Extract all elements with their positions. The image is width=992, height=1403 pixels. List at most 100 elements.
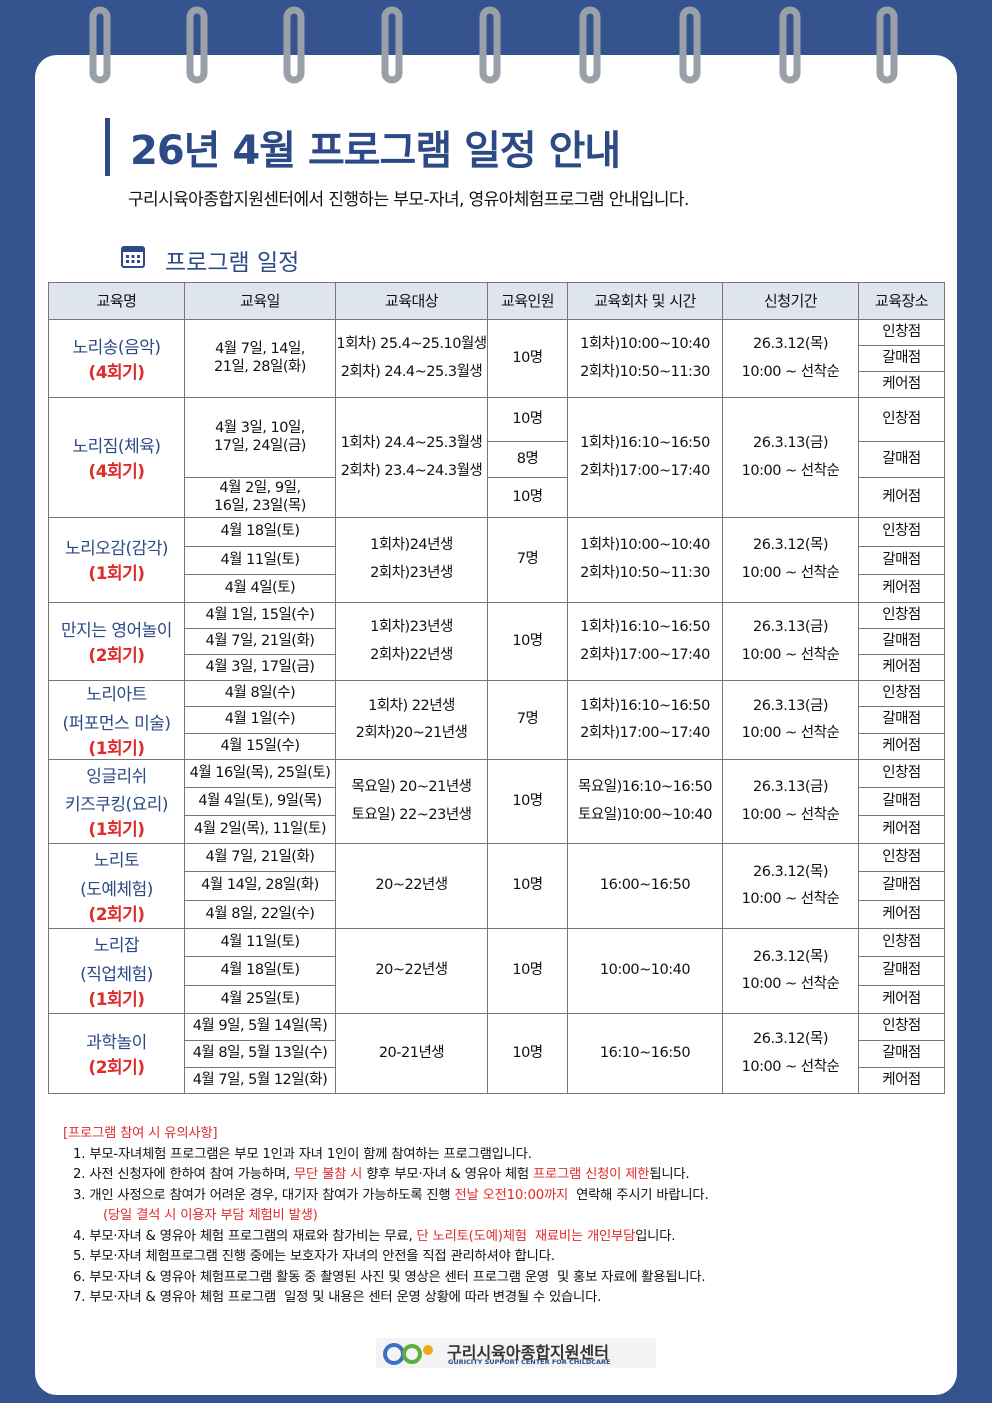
time: 2회차)17:00~17:40 bbox=[580, 725, 710, 742]
note-text: 연락해 주시기 바랍니다. bbox=[568, 1187, 709, 1203]
name-line: 키즈쿠킹(요리) bbox=[64, 795, 169, 816]
period: 26.3.13(금) bbox=[753, 779, 829, 796]
period: 26.3.12(목) 10:00 ~ 선착순 bbox=[722, 1013, 859, 1095]
period: 26.3.12(목) 10:00 ~ 선착순 bbox=[722, 843, 859, 930]
place: 갈매점 bbox=[858, 706, 945, 735]
target: 목요일) 20~21년생 bbox=[351, 779, 472, 796]
notes: [프로그램 참여 시 유의사항] 1. 부모-자녀체험 프로그램은 부모 1인과 … bbox=[63, 1124, 709, 1309]
place: 케어점 bbox=[858, 1067, 945, 1095]
title: 26년 4월 프로그램 일정 안내 bbox=[130, 128, 621, 174]
period: 10:00 ~ 선착순 bbox=[741, 1058, 840, 1075]
note-text: 됩니다. bbox=[649, 1167, 690, 1182]
count: 10명 bbox=[487, 602, 568, 681]
date: 4월 14일, 28일(화) bbox=[184, 871, 336, 902]
place: 인창점 bbox=[858, 759, 945, 789]
date: 4월 15일(수) bbox=[184, 733, 336, 761]
time: 1회차)10:00~10:40 bbox=[580, 537, 710, 554]
time: 목요일)16:10~16:50 bbox=[578, 779, 712, 796]
period: 26.3.12(목) bbox=[753, 1031, 829, 1048]
rings bbox=[89, 6, 898, 84]
footer-english: GURICITY SUPPORT CENTER FOR CHILDCARE bbox=[448, 1358, 611, 1366]
program-name: 노리잡 (직업체험) (1회기) bbox=[48, 928, 185, 1015]
time: 2회차)17:00~17:40 bbox=[580, 646, 710, 663]
target: 20-21년생 bbox=[335, 1013, 488, 1095]
note-item: 7. 부모·자녀 & 영유아 체험 프로그램 일정 및 내용은 센터 운영 상황… bbox=[63, 1288, 709, 1309]
date: 4월 4일(토) bbox=[184, 574, 336, 603]
column-header: 교육일 bbox=[184, 282, 336, 320]
note-text: 입니다. bbox=[635, 1228, 676, 1244]
session: (4회기) bbox=[88, 362, 145, 383]
session: (4회기) bbox=[88, 461, 145, 482]
note-item: 4. 부모·자녀 & 영유아 체험 프로그램의 재료와 참가비는 무료, 단 노… bbox=[63, 1227, 709, 1248]
period: 26.3.13(금) bbox=[753, 697, 829, 714]
time: 1회차)16:10~16:50 bbox=[580, 434, 710, 451]
date: 4월 2일(목), 11일(토) bbox=[184, 815, 336, 845]
date: 4월 7일, 21일(화) bbox=[184, 843, 336, 873]
place: 갈매점 bbox=[858, 345, 945, 372]
logo-box bbox=[376, 1338, 656, 1368]
table-row: 4월 2일, 9일, 16일, 23일(목) 10명 케어점 bbox=[49, 477, 945, 518]
period: 26.3.13(금) 10:00 ~ 선착순 bbox=[722, 397, 859, 518]
place: 인창점 bbox=[858, 397, 945, 442]
place: 인창점 bbox=[858, 319, 945, 346]
period: 26.3.13(금) 10:00 ~ 선착순 bbox=[722, 679, 859, 761]
place: 갈매점 bbox=[858, 1040, 945, 1069]
note-text: 7. 부모·자녀 & 영유아 체험 프로그램 일정 및 내용은 센터 운영 상황… bbox=[73, 1290, 602, 1305]
table-row: 4월 8일, 22일(수) 케어점 bbox=[49, 900, 945, 930]
date: 4월 9일, 5월 14일(목) bbox=[184, 1013, 336, 1042]
name-line: 만지는 영어놀이 bbox=[61, 620, 172, 641]
count: 8명 bbox=[487, 441, 568, 478]
table-row: 노리송(음악) (4회기) 4월 7일, 14일, 21일, 28일(화) 1회차) … bbox=[48, 319, 945, 398]
time: 1회차)16:10~16:50 bbox=[580, 618, 710, 635]
table-row: 노리짐(체육) (4회기) 4월 3일, 10일, 17일, 24일(금) 1회차) … bbox=[48, 397, 945, 518]
date: 4월 4일(토), 9일(목) bbox=[184, 787, 336, 817]
session: (1회기) bbox=[88, 738, 145, 759]
place: 갈매점 bbox=[858, 787, 945, 817]
target: 1회차) 25.4~25.10월생 bbox=[336, 335, 487, 352]
note-text: 무단 불참 시 bbox=[293, 1167, 363, 1182]
time: 1회차)16:10~16:50 2회차)17:00~17:40 bbox=[567, 679, 723, 761]
note-text: 3. 개인 사정으로 참여가 어려운 경우, 대기자 참여가 가능하도록 진행 bbox=[73, 1187, 455, 1203]
column-header: 교육회차 및 시간 bbox=[567, 282, 723, 320]
program-name: 노리오감(감각) (1회기) bbox=[48, 517, 185, 603]
table-row: 노리오감(감각) (1회기) 4월 18일(토) 1회차)24년생 2회차)23년생 7명… bbox=[48, 517, 945, 603]
count: 10명 bbox=[487, 1013, 568, 1095]
column-header: 교육대상 bbox=[335, 282, 488, 320]
session: (2회기) bbox=[88, 1057, 145, 1078]
target: 1회차)24년생 2회차)23년생 bbox=[335, 517, 488, 603]
date: 4월 7일, 21일(화) bbox=[184, 628, 336, 655]
place: 갈매점 bbox=[858, 441, 945, 478]
period: 26.3.13(금) bbox=[753, 618, 829, 635]
date: 4월 7일, 14일, 21일, 28일(화) bbox=[184, 319, 336, 398]
place: 케어점 bbox=[858, 371, 945, 398]
date: 4월 8일(수) bbox=[184, 679, 336, 708]
place: 케어점 bbox=[858, 900, 945, 930]
count: 10명 bbox=[487, 928, 568, 1015]
section-heading: 프로그램 일정 bbox=[165, 250, 300, 276]
period: 26.3.12(목) 10:00 ~ 선착순 bbox=[722, 517, 859, 603]
footer-name: 구리시육아종합지원센터 bbox=[447, 1343, 609, 1362]
target: 목요일) 20~21년생 토요일) 22~23년생 bbox=[335, 759, 488, 845]
session: (1회기) bbox=[88, 564, 145, 585]
place: 인창점 bbox=[858, 602, 945, 629]
place: 케어점 bbox=[858, 477, 945, 518]
table-row: 4월 25일(토) 케어점 bbox=[49, 985, 945, 1015]
target: 1회차) 25.4~25.10월생 2회차) 24.4~25.3월생 bbox=[335, 319, 488, 398]
place: 인창점 bbox=[858, 843, 945, 873]
date: 4월 8일, 22일(수) bbox=[184, 900, 336, 930]
count: 7명 bbox=[487, 679, 568, 761]
time: 목요일)16:10~16:50 토요일)10:00~10:40 bbox=[567, 759, 723, 845]
name-line: 노리토 bbox=[93, 851, 140, 872]
target: 20~22년생 bbox=[375, 877, 448, 894]
date: 4월 25일(토) bbox=[184, 985, 336, 1015]
subtitle: 구리시육아종합지원센터에서 진행하는 부모-자녀, 영유아체험프로그램 안내입니… bbox=[128, 190, 689, 210]
place: 갈매점 bbox=[858, 546, 945, 575]
name-line: 잉글리쉬 bbox=[86, 766, 147, 787]
date: 4월 1일, 15일(수) bbox=[184, 602, 336, 629]
note-text: 향후 부모·자녀 & 영유아 체험 bbox=[362, 1167, 533, 1182]
note-item: 6. 부모·자녀 & 영유아 체험프로그램 활동 중 촬영된 사진 및 영상은 … bbox=[63, 1268, 709, 1289]
target: 20-21년생 bbox=[378, 1044, 445, 1061]
table-row: 노리토 (도예체험) (2회기) 4월 7일, 21일(화) 20~22년생 10명 16:… bbox=[48, 843, 945, 930]
time: 1회차)10:00~10:40 bbox=[580, 335, 710, 352]
